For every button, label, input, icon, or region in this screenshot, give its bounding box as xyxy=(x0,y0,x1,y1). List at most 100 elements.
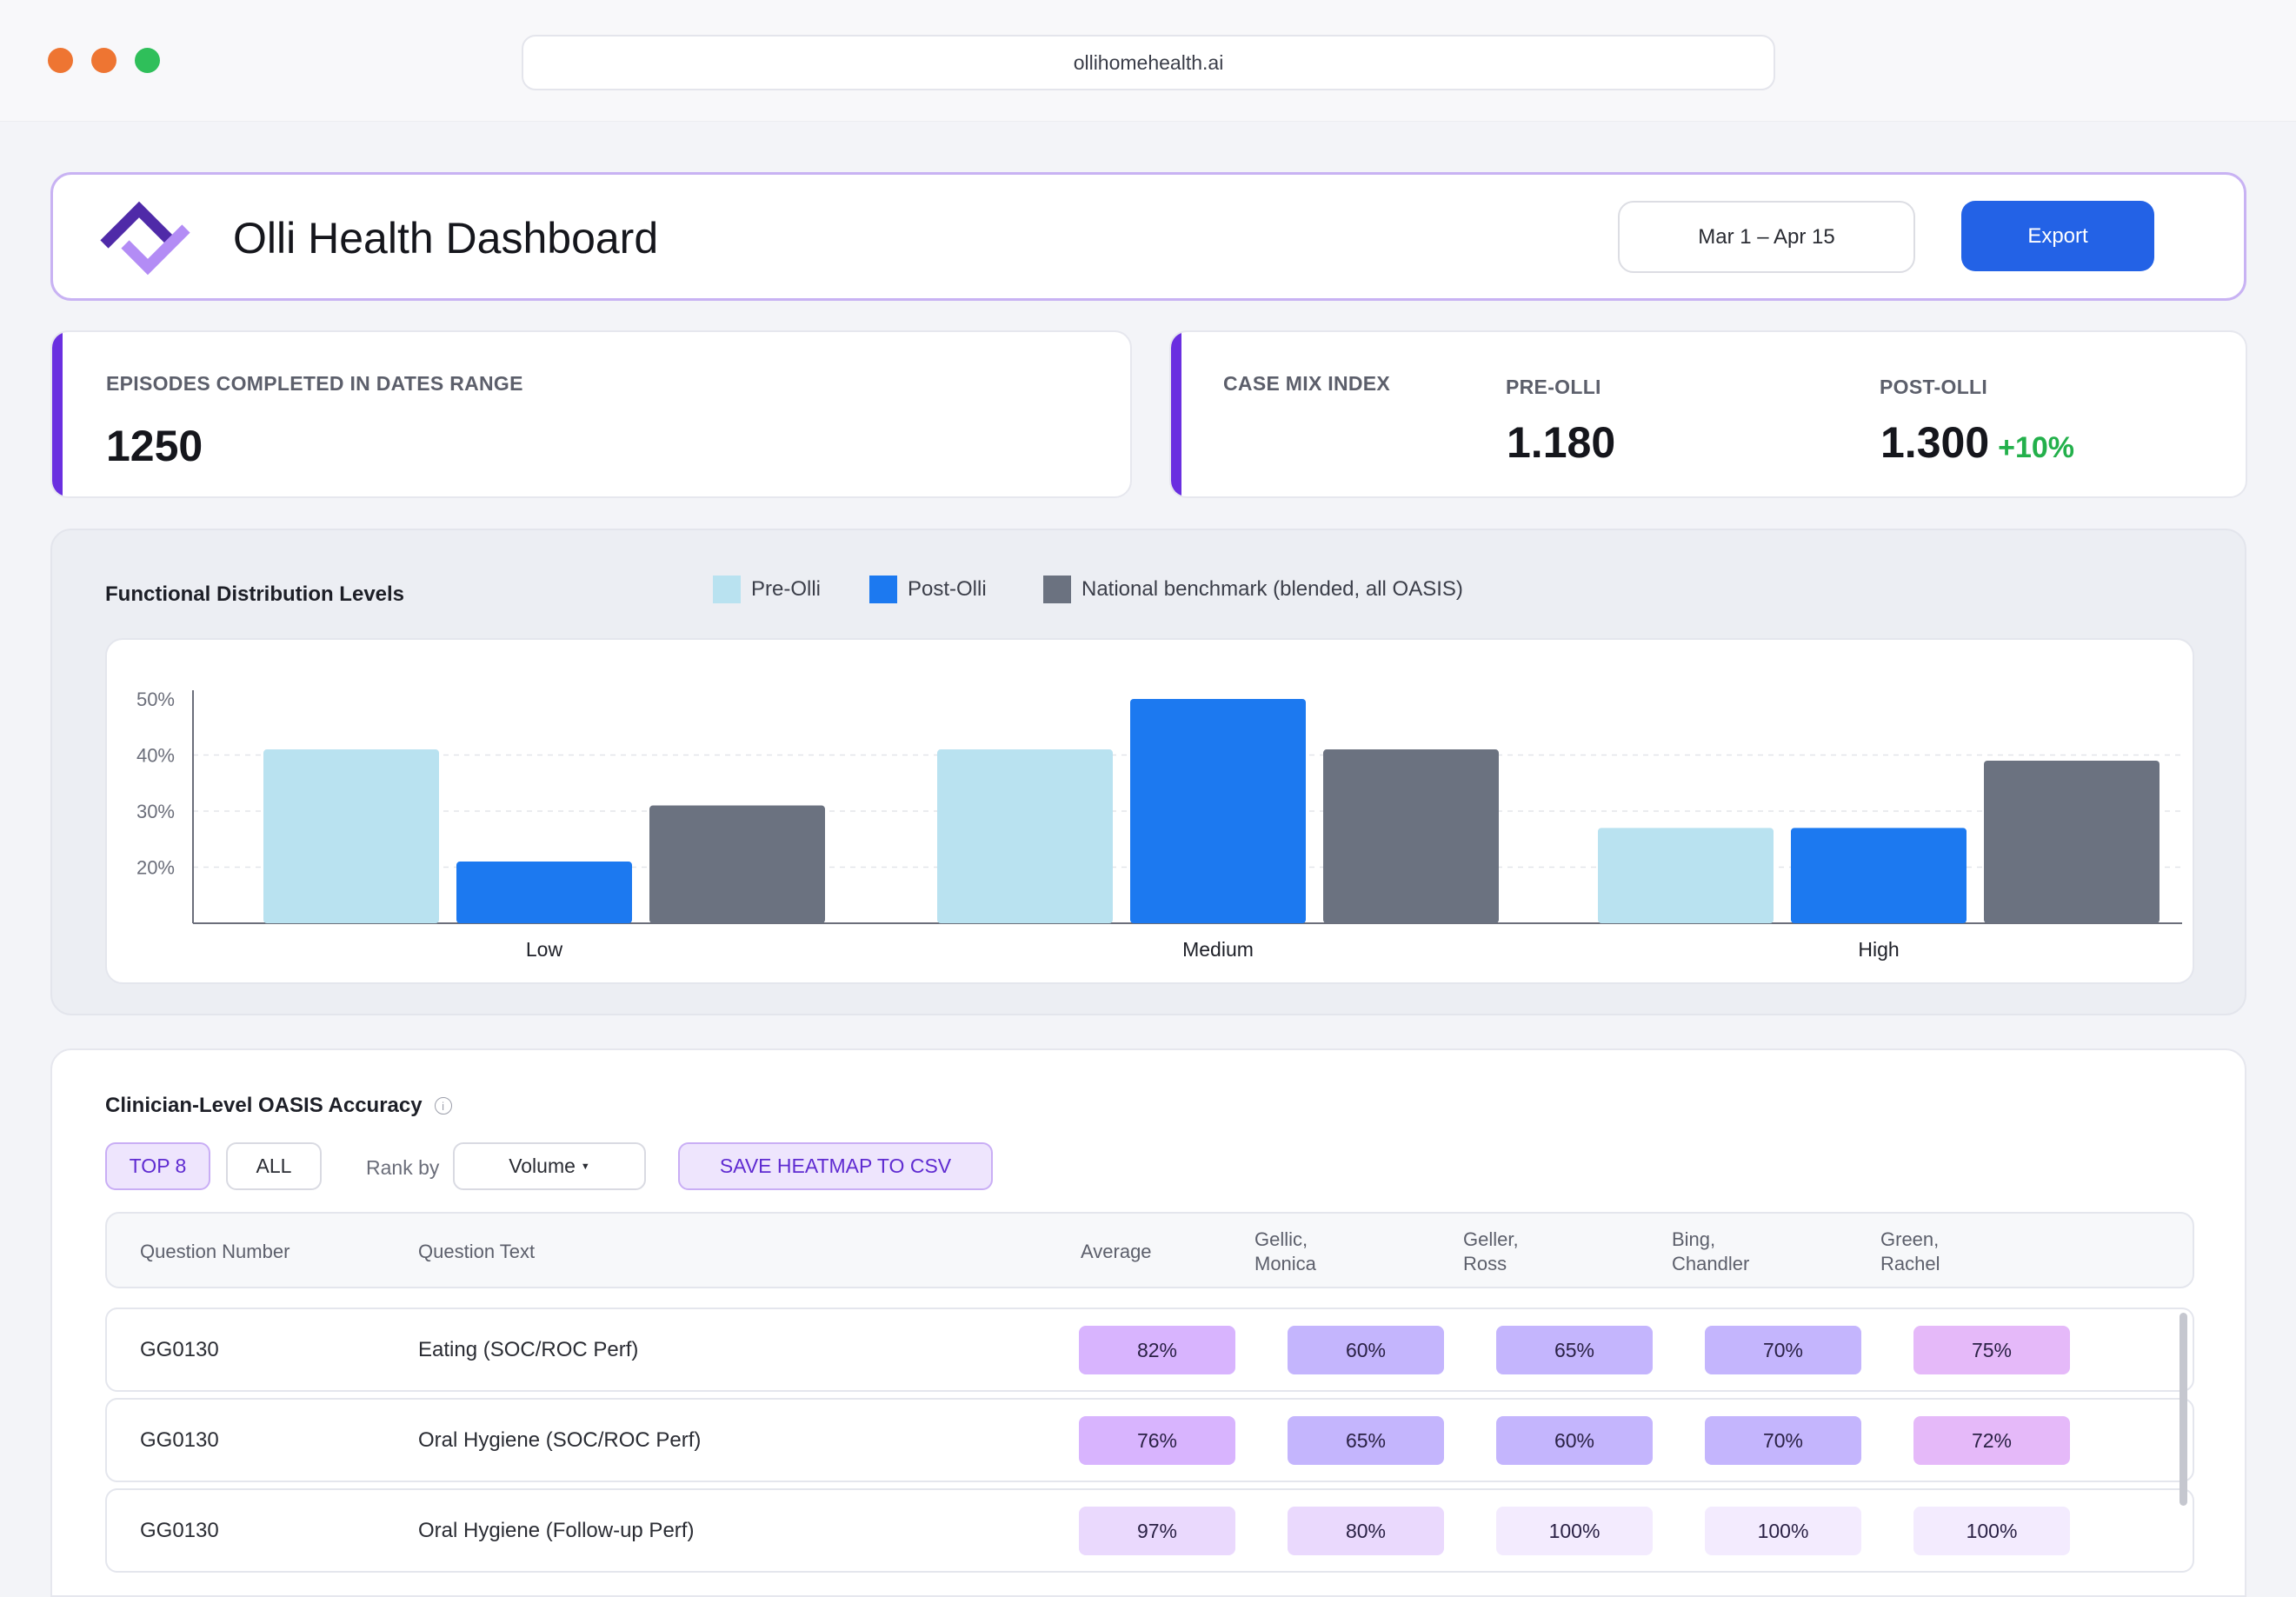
window-minimize-dot[interactable] xyxy=(91,48,116,73)
clinician-heat-cell[interactable]: 100% xyxy=(1913,1507,2070,1555)
x-category-label: High xyxy=(1858,938,1899,961)
bar xyxy=(1984,760,2160,923)
clinician-heat-cell[interactable]: 65% xyxy=(1496,1326,1653,1374)
rank-by-select[interactable]: Volume ▼ xyxy=(453,1142,646,1190)
bar-chart: 20% 30% 40% 50% Low Medium High xyxy=(136,689,2182,961)
case-mix-card: CASE MIX INDEX PRE-OLLI 1.180 POST-OLLI … xyxy=(1169,330,2247,498)
col-question-number[interactable]: Question Number xyxy=(140,1241,290,1262)
section-title-text: Clinician-Level OASIS Accuracy xyxy=(105,1094,423,1117)
y-tick-label: 50% xyxy=(136,689,175,710)
episodes-label: EPISODES COMPLETED IN DATES RANGE xyxy=(106,372,523,395)
all-toggle[interactable]: ALL xyxy=(226,1142,322,1190)
pre-olli-label: PRE-OLLI xyxy=(1506,376,1601,398)
legend-swatch xyxy=(713,576,741,603)
question-number-cell: GG0130 xyxy=(140,1338,219,1361)
bar xyxy=(1598,828,1774,923)
col-question-text[interactable]: Question Text xyxy=(418,1241,536,1262)
clinician-last-name: Gellic, xyxy=(1254,1228,1308,1250)
clinician-heat-cell[interactable]: 70% xyxy=(1705,1416,1861,1465)
window-maximize-dot[interactable] xyxy=(135,48,160,73)
y-tick-label: 40% xyxy=(136,745,175,767)
window-close-dot[interactable] xyxy=(48,48,73,73)
clinician-heat-cell[interactable]: 100% xyxy=(1705,1507,1861,1555)
clinician-heat-cell[interactable]: 75% xyxy=(1913,1326,2070,1374)
question-text-cell: Oral Hygiene (SOC/ROC Perf) xyxy=(418,1428,702,1452)
col-clinician-3[interactable]: Bing, Chandler xyxy=(1672,1228,1749,1276)
post-olli-label: POST-OLLI xyxy=(1880,376,1988,398)
rank-by-value: Volume xyxy=(509,1154,576,1177)
col-clinician-1[interactable]: Gellic, Monica xyxy=(1254,1228,1316,1276)
clinician-first-name: Rachel xyxy=(1880,1253,1940,1274)
question-text-cell: Eating (SOC/ROC Perf) xyxy=(418,1338,639,1361)
table-header: Question Number Question Text Average Ge… xyxy=(105,1212,2194,1288)
episodes-card: EPISODES COMPLETED IN DATES RANGE 1250 xyxy=(50,330,1132,498)
x-category-label: Medium xyxy=(1182,938,1254,961)
clinician-heat-cell[interactable]: 80% xyxy=(1288,1507,1444,1555)
table-row[interactable]: GG0130 Oral Hygiene (SOC/ROC Perf) 76% 65% 6… xyxy=(105,1398,2194,1482)
table-row[interactable]: GG0130 Oral Hygiene (Follow-up Perf) 97% 80… xyxy=(105,1488,2194,1573)
oasis-accuracy-panel: Clinician-Level OASIS Accuracy i TOP 8 A… xyxy=(50,1048,2246,1597)
y-tick-label: 30% xyxy=(136,801,175,822)
episodes-value: 1250 xyxy=(106,422,203,470)
col-average[interactable]: Average xyxy=(1081,1241,1152,1262)
chart-title: Functional Distribution Levels xyxy=(105,582,405,606)
col-clinician-2[interactable]: Geller, Ross xyxy=(1463,1228,1519,1276)
clinician-last-name: Bing, xyxy=(1672,1228,1716,1250)
col-clinician-4[interactable]: Green, Rachel xyxy=(1880,1228,1940,1276)
clinician-last-name: Green, xyxy=(1880,1228,1940,1250)
table-scrollbar[interactable] xyxy=(2180,1313,2187,1506)
date-range-picker[interactable]: Mar 1 – Apr 15 xyxy=(1618,201,1915,273)
y-tick-label: 20% xyxy=(136,857,175,879)
pre-olli-value: 1.180 xyxy=(1507,418,1616,467)
clinician-heat-cell[interactable]: 70% xyxy=(1705,1326,1861,1374)
clinician-last-name: Geller, xyxy=(1463,1228,1519,1250)
clinician-heat-cell[interactable]: 60% xyxy=(1496,1416,1653,1465)
legend-swatch xyxy=(1043,576,1071,603)
case-mix-label: CASE MIX INDEX xyxy=(1223,372,1391,395)
chart-area: 20% 30% 40% 50% Low Medium High xyxy=(105,638,2194,984)
question-number-cell: GG0130 xyxy=(140,1428,219,1452)
average-heat-cell[interactable]: 76% xyxy=(1079,1416,1235,1465)
legend-label: Post-Olli xyxy=(908,577,987,601)
bar xyxy=(649,805,825,923)
section-title: Clinician-Level OASIS Accuracy i xyxy=(105,1094,452,1118)
bar xyxy=(456,862,632,923)
legend-item-benchmark: National benchmark (blended, all OASIS) xyxy=(1043,576,1463,603)
legend-label: National benchmark (blended, all OASIS) xyxy=(1081,577,1463,601)
functional-distribution-panel: Functional Distribution Levels Pre-Olli … xyxy=(50,529,2246,1015)
browser-chrome: ollihomehealth.ai xyxy=(0,0,2296,122)
card-accent-bar xyxy=(1171,332,1181,496)
address-bar[interactable]: ollihomehealth.ai xyxy=(522,35,1775,90)
bar xyxy=(1791,828,1967,923)
top-8-toggle[interactable]: TOP 8 xyxy=(105,1142,210,1190)
page-title: Olli Health Dashboard xyxy=(233,214,659,263)
post-olli-delta: +10% xyxy=(1998,431,2075,464)
date-range-label: Mar 1 – Apr 15 xyxy=(1698,224,1835,249)
bar xyxy=(937,749,1113,923)
bar xyxy=(1323,749,1499,923)
question-text-cell: Oral Hygiene (Follow-up Perf) xyxy=(418,1519,695,1542)
clinician-heat-cell[interactable]: 72% xyxy=(1913,1416,2070,1465)
clinician-heat-cell[interactable]: 100% xyxy=(1496,1507,1653,1555)
card-accent-bar xyxy=(52,332,63,496)
clinician-heat-cell[interactable]: 65% xyxy=(1288,1416,1444,1465)
clinician-first-name: Ross xyxy=(1463,1253,1507,1274)
info-icon[interactable]: i xyxy=(434,1097,452,1115)
rank-by-label: Rank by xyxy=(366,1156,440,1179)
legend-item-pre-olli: Pre-Olli xyxy=(713,576,821,603)
bar xyxy=(1130,699,1306,923)
save-heatmap-button[interactable]: SAVE HEATMAP TO CSV xyxy=(678,1142,993,1190)
average-heat-cell[interactable]: 97% xyxy=(1079,1507,1235,1555)
clinician-heat-cell[interactable]: 60% xyxy=(1288,1326,1444,1374)
export-button[interactable]: Export xyxy=(1961,201,2154,271)
average-heat-cell[interactable]: 82% xyxy=(1079,1326,1235,1374)
table-row[interactable]: GG0130 Eating (SOC/ROC Perf) 82% 60% 65% 70% 7… xyxy=(105,1308,2194,1392)
dashboard-header: Olli Health Dashboard Mar 1 – Apr 15 Exp… xyxy=(50,172,2246,301)
x-category-label: Low xyxy=(526,938,563,961)
olli-logo-icon xyxy=(100,201,190,276)
question-number-cell: GG0130 xyxy=(140,1519,219,1542)
legend-swatch xyxy=(869,576,897,603)
clinician-first-name: Monica xyxy=(1254,1253,1316,1274)
post-olli-block: 1.300 +10% xyxy=(1880,417,2074,468)
legend-label: Pre-Olli xyxy=(751,577,822,601)
